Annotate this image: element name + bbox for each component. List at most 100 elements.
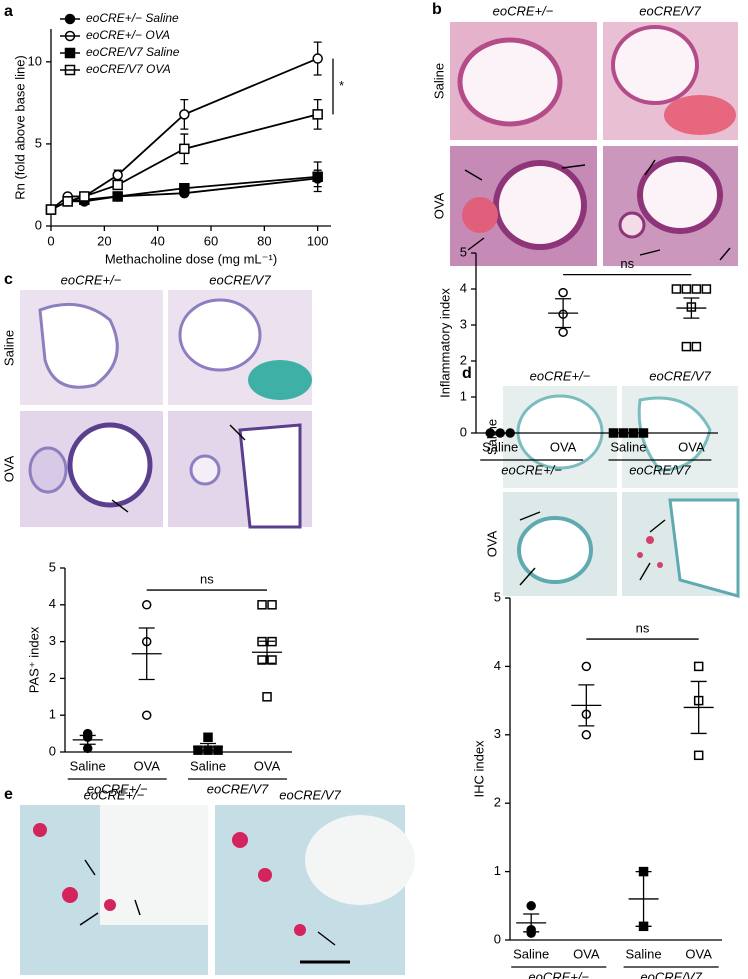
genotype-label: eoCRE/V7 xyxy=(279,787,341,802)
treatment-label: OVA xyxy=(484,530,499,557)
marker xyxy=(581,730,592,740)
marker xyxy=(312,53,323,64)
sem-bar xyxy=(259,640,276,664)
y-tick-label: 5 xyxy=(49,559,56,574)
legend-label: eoCRE/V7 Saline xyxy=(86,45,180,59)
annotation: ns xyxy=(620,256,634,271)
micrographs-d xyxy=(503,386,740,598)
panel-letter: d xyxy=(462,365,472,382)
group-label: eoCRE/V7 xyxy=(640,969,702,979)
y-tick-label: 0 xyxy=(494,931,501,946)
x-tick-label: 80 xyxy=(257,233,271,248)
y-axis-label: PAS⁺ index xyxy=(26,626,41,693)
legend-label: eoCRE/V7 OVA xyxy=(86,62,171,76)
panel-letter: c xyxy=(4,271,13,288)
x-tick-label: OVA xyxy=(573,946,600,961)
x-axis-label: Methacholine dose (mg mL⁻¹) xyxy=(105,251,277,266)
panel-letter: a xyxy=(4,3,13,20)
marker xyxy=(257,655,267,665)
group-label: eoCRE+/− xyxy=(528,969,589,979)
y-tick-label: 2 xyxy=(494,795,501,810)
y-tick-label: 4 xyxy=(49,596,56,611)
annotation: ns xyxy=(200,572,214,587)
sem-bar xyxy=(690,680,707,735)
group-label: eoCRE+/− xyxy=(501,462,562,477)
treatment-label: OVA xyxy=(1,455,16,482)
marker xyxy=(262,692,272,702)
genotype-label: eoCRE+/− xyxy=(61,272,122,287)
sem-bar xyxy=(138,627,155,681)
x-tick-label: Saline xyxy=(190,758,226,773)
y-tick-label: 0 xyxy=(35,217,42,232)
marker xyxy=(203,732,213,743)
marker xyxy=(526,901,536,911)
group-label: eoCRE+/− xyxy=(87,781,148,796)
group-label: eoCRE/V7 xyxy=(629,462,691,477)
marker xyxy=(141,710,152,720)
genotype-label: eoCRE+/− xyxy=(530,368,591,383)
micrographs-b xyxy=(450,22,738,266)
x-tick-label: Saline xyxy=(70,758,106,773)
x-tick-label: OVA xyxy=(685,946,712,961)
genotype-label: eoCRE/V7 xyxy=(639,3,701,18)
marker xyxy=(693,661,704,672)
x-tick-label: 100 xyxy=(307,233,329,248)
x-tick-label: Saline xyxy=(625,946,661,961)
sem-bar xyxy=(683,297,700,319)
arrows xyxy=(79,159,731,946)
legend-label: eoCRE+/− OVA xyxy=(86,28,170,42)
y-tick-label: 1 xyxy=(494,863,501,878)
y-tick-label: 2 xyxy=(49,670,56,685)
x-tick-label: 0 xyxy=(47,233,54,248)
marker xyxy=(581,661,592,672)
sem-bar xyxy=(555,298,572,329)
sem-bar xyxy=(200,742,217,751)
marker xyxy=(681,341,692,352)
y-tick-label: 5 xyxy=(460,244,467,259)
y-tick-label: 4 xyxy=(494,658,501,673)
y-tick-label: 3 xyxy=(49,633,56,648)
x-tick-label: Saline xyxy=(610,439,646,454)
y-tick-label: 4 xyxy=(460,280,467,295)
x-tick-label: 40 xyxy=(150,233,164,248)
marker xyxy=(267,655,277,665)
x-tick-label: OVA xyxy=(254,758,281,773)
y-tick-label: 5 xyxy=(35,135,42,150)
marker xyxy=(45,204,57,215)
y-tick-label: 5 xyxy=(494,589,501,604)
marker xyxy=(558,327,568,337)
sem-bar xyxy=(79,734,96,745)
marker xyxy=(179,143,190,155)
legend-label: eoCRE+/− Saline xyxy=(86,11,179,25)
marker xyxy=(267,600,277,610)
marker xyxy=(691,284,702,294)
marker xyxy=(82,743,93,754)
marker xyxy=(312,109,323,120)
y-tick-label: 0 xyxy=(49,743,56,758)
treatment-label: Saline xyxy=(431,63,446,99)
panel-letter: e xyxy=(4,786,13,803)
x-tick-label: Saline xyxy=(513,946,549,961)
marker xyxy=(79,191,90,202)
marker xyxy=(112,179,123,191)
x-tick-label: OVA xyxy=(550,439,577,454)
marker xyxy=(701,284,712,294)
treatment-label: Saline xyxy=(1,330,16,366)
annotation: ns xyxy=(636,620,650,635)
y-tick-label: 3 xyxy=(494,726,501,741)
panel-letter: b xyxy=(432,1,442,18)
marker xyxy=(312,171,323,182)
marker xyxy=(691,341,702,352)
sem-bar xyxy=(523,913,540,933)
marker xyxy=(112,169,123,181)
treatment-label: OVA xyxy=(431,192,446,219)
annotation: * xyxy=(339,78,344,93)
x-tick-label: OVA xyxy=(678,439,705,454)
y-tick-label: 3 xyxy=(460,316,467,331)
y-axis-label: Inflammatory index xyxy=(437,288,452,398)
marker xyxy=(671,284,682,294)
marker xyxy=(257,600,267,610)
marker xyxy=(112,191,123,202)
y-tick-label: 10 xyxy=(28,53,42,68)
y-tick-label: 1 xyxy=(49,707,56,722)
